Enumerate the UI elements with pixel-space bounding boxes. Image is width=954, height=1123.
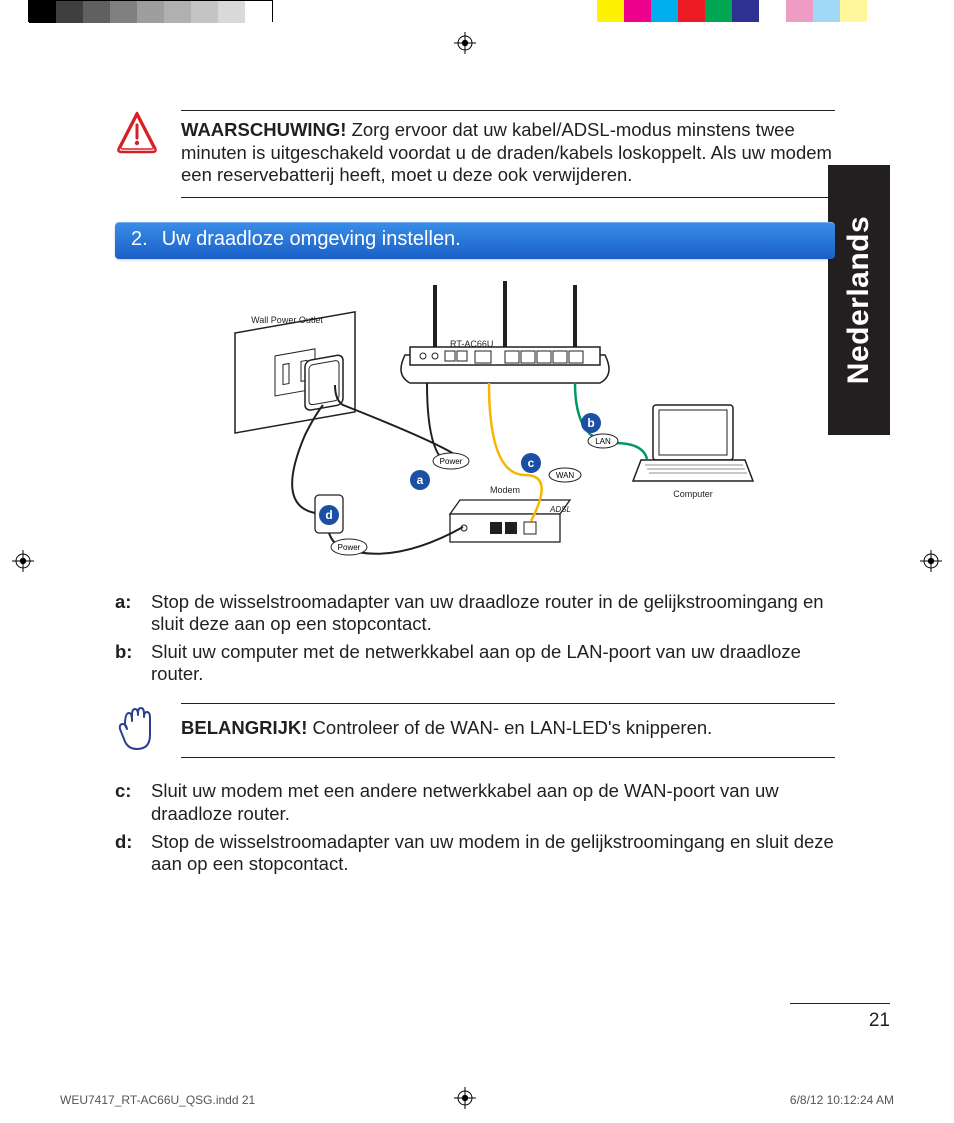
- step-title: Uw draadloze omgeving instellen.: [162, 228, 461, 251]
- color-swatch: [137, 1, 164, 23]
- language-label: Nederlands: [842, 216, 876, 384]
- slug-timestamp: 6/8/12 10:12:24 AM: [790, 1093, 894, 1107]
- steps-ab: a: Stop de wisselstroomadapter van uw dr…: [115, 591, 835, 686]
- slug-file: WEU7417_RT-AC66U_QSG.indd 21: [60, 1093, 255, 1107]
- steps-cd: c: Sluit uw modem met een andere netwerk…: [115, 780, 835, 875]
- svg-text:b: b: [587, 416, 594, 430]
- color-swatch: [732, 0, 759, 22]
- diag-label-modem: Modem: [490, 485, 520, 495]
- color-swatch: [840, 0, 867, 22]
- setup-diagram: Wall Power Outlet: [195, 275, 755, 575]
- warning-bold: WAARSCHUWING!: [181, 119, 346, 140]
- color-swatch: [245, 1, 272, 23]
- color-swatch: [759, 0, 786, 22]
- step-letter: d:: [115, 831, 141, 875]
- color-swatch: [56, 1, 83, 23]
- diag-marker-d: d: [319, 505, 339, 525]
- step-item: b: Sluit uw computer met de netwerkkabel…: [115, 641, 835, 685]
- diag-label-router: RT-AC66U: [450, 339, 493, 349]
- svg-text:c: c: [528, 456, 535, 470]
- color-swatch: [624, 0, 651, 22]
- step-text: Sluit uw computer met de netwerkkabel aa…: [151, 641, 835, 685]
- color-swatch: [191, 1, 218, 23]
- color-swatch: [705, 0, 732, 22]
- page-body: Nederlands WAARSCHUWING! Zorg ervoor dat…: [60, 70, 890, 1040]
- color-swatch: [110, 1, 137, 23]
- registration-mark-icon: [12, 550, 34, 572]
- diag-label-computer: Computer: [673, 489, 713, 499]
- step-letter: a:: [115, 591, 141, 635]
- slug-line: WEU7417_RT-AC66U_QSG.indd 21 6/8/12 10:1…: [60, 1093, 894, 1107]
- diag-marker-a: a: [410, 470, 430, 490]
- registration-mark-icon: [454, 32, 476, 54]
- warning-icon: [115, 110, 159, 156]
- diag-marker-b: b: [581, 413, 601, 433]
- step-item: d: Stop de wisselstroomadapter van uw mo…: [115, 831, 835, 875]
- step-text: Stop de wisselstroomadapter van uw draad…: [151, 591, 835, 635]
- step-number: 2.: [131, 228, 148, 251]
- color-swatch: [786, 0, 813, 22]
- important-text: Controleer of de WAN- en LAN-LED's knipp…: [307, 717, 712, 738]
- diag-label-power1: Power: [440, 457, 463, 466]
- svg-text:a: a: [417, 473, 424, 487]
- diag-label-adsl: ADSL: [549, 505, 571, 514]
- color-swatch: [651, 0, 678, 22]
- color-swatch: [813, 0, 840, 22]
- diag-label-lan: LAN: [595, 437, 611, 446]
- color-swatch: [867, 0, 894, 22]
- step-text: Stop de wisselstroomadapter van uw modem…: [151, 831, 835, 875]
- printer-color-bar: [0, 0, 954, 22]
- registration-mark-icon: [920, 550, 942, 572]
- color-swatch: [29, 1, 56, 23]
- diag-marker-c: c: [521, 453, 541, 473]
- step-text: Sluit uw modem met een andere netwerkkab…: [151, 780, 835, 824]
- diag-label-wan: WAN: [556, 471, 575, 480]
- color-swatch: [83, 1, 110, 23]
- diag-label-wall: Wall Power Outlet: [251, 315, 323, 325]
- step-heading: 2. Uw draadloze omgeving instellen.: [115, 222, 835, 259]
- important-callout: BELANGRIJK! Controleer of de WAN- en LAN…: [115, 703, 835, 758]
- hand-stop-icon: [115, 705, 157, 753]
- step-letter: b:: [115, 641, 141, 685]
- color-swatch: [678, 0, 705, 22]
- page-number: 21: [790, 1003, 890, 1032]
- color-swatch: [218, 1, 245, 23]
- important-bold: BELANGRIJK!: [181, 717, 307, 738]
- svg-text:d: d: [325, 508, 332, 522]
- step-item: a: Stop de wisselstroomadapter van uw dr…: [115, 591, 835, 635]
- color-swatch: [597, 0, 624, 22]
- language-tab: Nederlands: [828, 165, 890, 435]
- step-item: c: Sluit uw modem met een andere netwerk…: [115, 780, 835, 824]
- warning-callout: WAARSCHUWING! Zorg ervoor dat uw kabel/A…: [115, 110, 835, 198]
- color-swatch: [164, 1, 191, 23]
- diag-label-power2: Power: [338, 543, 361, 552]
- step-letter: c:: [115, 780, 141, 824]
